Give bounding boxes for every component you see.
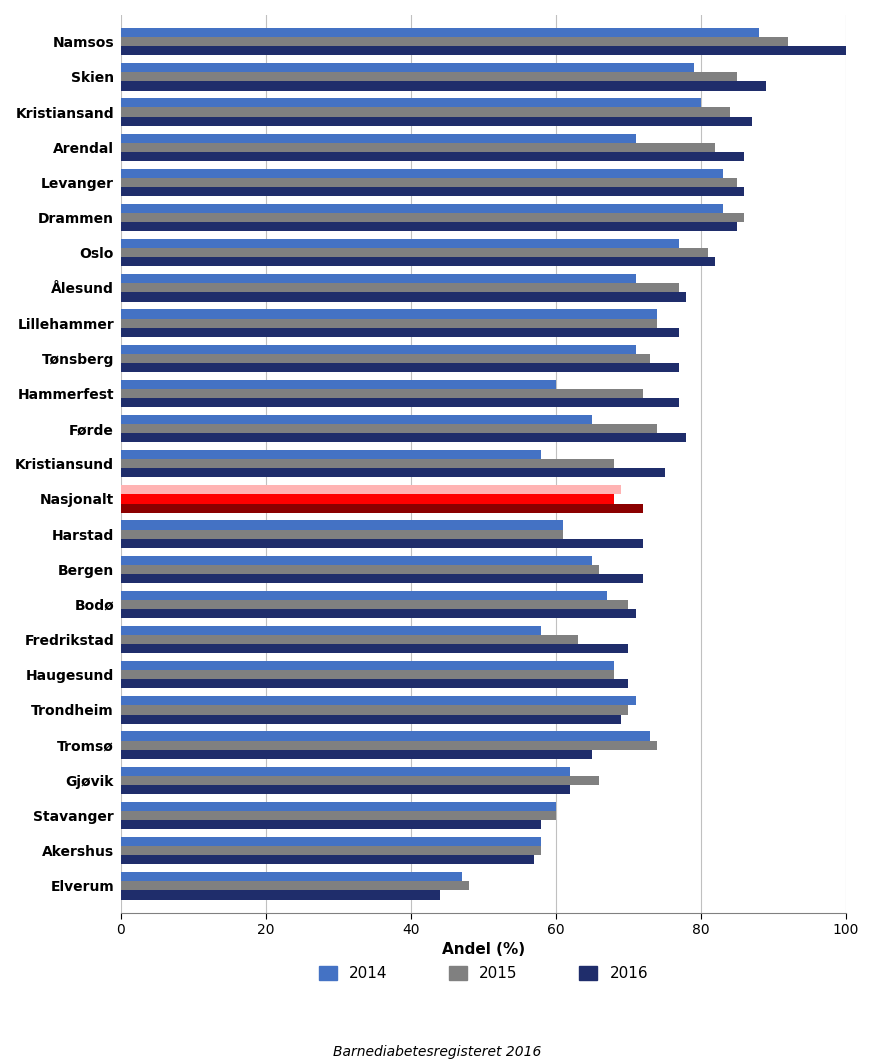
Bar: [121, 820, 541, 829]
Bar: [121, 715, 621, 724]
Bar: [121, 72, 737, 82]
Bar: [121, 891, 440, 899]
Bar: [121, 37, 787, 47]
Bar: [121, 63, 694, 72]
Bar: [121, 28, 759, 37]
Bar: [121, 468, 664, 478]
Bar: [121, 881, 468, 891]
Bar: [121, 82, 766, 90]
Bar: [121, 705, 628, 715]
Bar: [121, 600, 628, 609]
Bar: [121, 538, 643, 548]
Bar: [121, 846, 541, 855]
Bar: [121, 837, 541, 846]
Bar: [121, 485, 621, 495]
Bar: [121, 520, 563, 530]
Bar: [121, 328, 679, 337]
Bar: [121, 609, 635, 618]
Bar: [121, 450, 541, 460]
Bar: [121, 635, 578, 644]
Bar: [121, 750, 592, 759]
Bar: [121, 872, 461, 881]
Bar: [121, 47, 846, 55]
Bar: [121, 696, 635, 705]
X-axis label: Andel (%): Andel (%): [442, 943, 525, 958]
Bar: [121, 353, 650, 363]
Bar: [121, 169, 723, 178]
Bar: [121, 591, 607, 600]
Bar: [121, 380, 556, 388]
Bar: [121, 626, 541, 635]
Bar: [121, 107, 730, 117]
Bar: [121, 855, 534, 864]
Bar: [121, 318, 657, 328]
Bar: [121, 133, 635, 143]
Bar: [121, 415, 592, 425]
Bar: [121, 152, 745, 161]
Text: Barnediabetesregisteret 2016: Barnediabetesregisteret 2016: [333, 1045, 541, 1059]
Bar: [121, 275, 635, 283]
Bar: [121, 143, 715, 152]
Bar: [121, 503, 643, 513]
Bar: [121, 363, 679, 372]
Bar: [121, 222, 737, 231]
Bar: [121, 248, 708, 257]
Legend: 2014, 2015, 2016: 2014, 2015, 2016: [319, 966, 649, 981]
Bar: [121, 530, 563, 538]
Bar: [121, 310, 657, 318]
Bar: [121, 679, 628, 688]
Bar: [121, 776, 600, 785]
Bar: [121, 741, 657, 750]
Bar: [121, 239, 679, 248]
Bar: [121, 731, 650, 741]
Bar: [121, 98, 701, 107]
Bar: [121, 433, 686, 443]
Bar: [121, 785, 571, 794]
Bar: [121, 670, 614, 679]
Bar: [121, 204, 723, 213]
Bar: [121, 398, 679, 408]
Bar: [121, 644, 628, 653]
Bar: [121, 293, 686, 301]
Bar: [121, 802, 556, 811]
Bar: [121, 388, 643, 398]
Bar: [121, 283, 679, 293]
Bar: [121, 555, 592, 565]
Bar: [121, 573, 643, 583]
Bar: [121, 117, 752, 126]
Bar: [121, 811, 556, 820]
Bar: [121, 213, 745, 222]
Bar: [121, 661, 614, 670]
Bar: [121, 257, 715, 266]
Bar: [121, 495, 614, 503]
Bar: [121, 345, 635, 353]
Bar: [121, 766, 571, 776]
Bar: [121, 187, 745, 196]
Bar: [121, 565, 600, 573]
Bar: [121, 425, 657, 433]
Bar: [121, 178, 737, 187]
Bar: [121, 460, 614, 468]
